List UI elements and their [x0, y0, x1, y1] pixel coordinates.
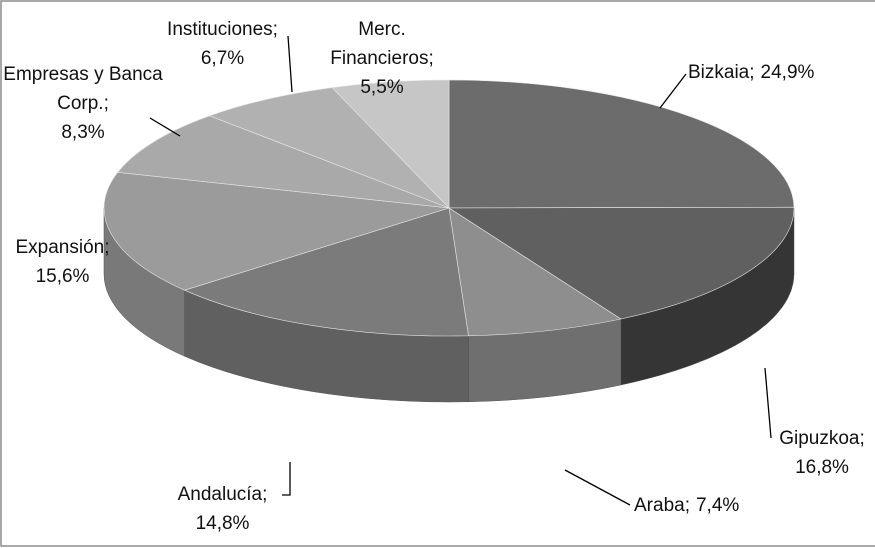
value-label: 14,8%: [195, 513, 250, 534]
category-label: Gipuzkoa;: [779, 428, 865, 449]
data-label: Empresas y Banca Corp.; 8,3%: [3, 60, 163, 147]
slice: [448, 79, 795, 209]
category-label: Andalucía;: [177, 484, 268, 505]
data-label: Araba; 7,4%: [634, 491, 739, 520]
slice: [447, 206, 795, 320]
slice: [208, 87, 450, 209]
value-label: 7,4%: [695, 495, 740, 516]
leader-line: [564, 469, 631, 506]
leader-line: [282, 462, 291, 496]
value-label: 6,7%: [200, 48, 245, 69]
value-label: 24,9%: [760, 62, 815, 83]
slice: [103, 171, 450, 291]
leader-line: [764, 367, 772, 439]
leader-line: [659, 73, 687, 109]
value-label: 16,8%: [795, 457, 849, 478]
data-label: Bizkaia; 24,9%: [688, 58, 814, 87]
slice: [183, 207, 469, 337]
leader-line: [287, 35, 293, 93]
category-label: Merc. Financieros;: [330, 19, 434, 69]
data-label: Expansión; 15,6%: [10, 233, 115, 291]
value-label: 5,5%: [360, 77, 404, 98]
data-label: Instituciones; 6,7%: [150, 15, 295, 73]
data-label: Andalucía; 14,8%: [160, 480, 285, 538]
category-label: Expansión;: [15, 237, 110, 258]
category-label: Bizkaia;: [688, 62, 755, 83]
slice: [448, 207, 622, 337]
leader-line: [149, 117, 181, 137]
slice: [117, 115, 450, 209]
slice: [331, 79, 450, 209]
data-label: Merc. Financieros; 5,5%: [322, 15, 442, 102]
value-label: 8,3%: [61, 122, 105, 143]
value-label: 15,6%: [35, 266, 90, 287]
category-label: Empresas y Banca Corp.;: [3, 64, 163, 114]
category-label: Instituciones;: [167, 19, 278, 40]
data-label: Gipuzkoa; 16,8%: [772, 424, 872, 482]
category-label: Araba;: [634, 495, 690, 516]
